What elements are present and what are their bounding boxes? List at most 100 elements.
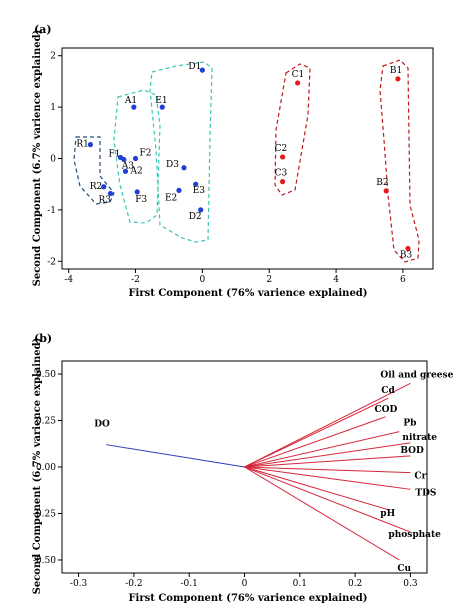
group-B-outline	[379, 59, 420, 263]
panel-b-x-tick-label: -0.3	[70, 579, 88, 589]
point-label-B3: B3	[400, 250, 413, 260]
panel-a-x-tick-label: 0	[200, 275, 206, 285]
point-label-E1: E1	[155, 96, 167, 106]
vector-label-cod: COD	[375, 405, 398, 415]
point-B1	[395, 76, 401, 82]
panel-b-y-tick-label: -0.50	[33, 556, 56, 566]
panel-b-ticks: -0.3 -0.2 -0.1 0 0.1 0.2 0.3 0.50 0.25 0.00 -0.25 -…	[33, 370, 418, 589]
vector-label-oil-and-greese: Oil and greese	[380, 370, 453, 380]
vector-oil-and-greese	[244, 382, 411, 468]
panel-b-y-tick-label: 0.25	[36, 417, 56, 427]
point-label-B1: B1	[390, 66, 402, 76]
point-label-A3: A3	[121, 162, 134, 172]
panel-a-x-tick-label: 4	[333, 275, 339, 285]
vector-label-nitrate: nitrate	[402, 433, 437, 443]
panel-a-groups	[73, 59, 420, 263]
vector-ph	[244, 466, 389, 511]
point-E3	[193, 181, 199, 187]
panel-b-x-tick-label: 0.2	[348, 579, 362, 589]
point-F3	[134, 189, 140, 195]
point-D1	[199, 67, 205, 73]
vector-phosphate	[244, 466, 411, 533]
point-B2	[383, 188, 389, 194]
panel-a-ticks: -4 -2 0 2 4 6 -2 -1 0 1 2	[47, 52, 406, 285]
point-label-F1: F1	[108, 149, 120, 159]
panel-b-y-tick-label: -0.25	[33, 509, 56, 519]
panel-b-vectors: DO Oil and greese Cd COD Pb nitrate BOD Cr TDS pH…	[94, 370, 453, 574]
point-A3	[121, 156, 127, 163]
point-label-R1: R1	[76, 140, 89, 150]
point-label-D1: D1	[188, 62, 201, 72]
point-B3	[405, 245, 411, 252]
vector-label-cd: Cd	[381, 386, 395, 396]
point-label-E3: E3	[193, 186, 206, 196]
panel-a-x-tick-label: -2	[131, 275, 140, 285]
point-label-R2: R2	[90, 182, 103, 192]
vector-cr	[244, 466, 411, 474]
point-label-D3: D3	[166, 160, 179, 170]
point-R3	[107, 190, 114, 197]
point-label-C2: C2	[275, 144, 288, 154]
vector-cod	[244, 416, 386, 468]
panel-a-x-tick-label: -4	[64, 275, 73, 285]
point-label-C1: C1	[292, 70, 305, 80]
point-D3	[181, 165, 187, 171]
panel-b-x-axis-label: First Component (76% varience explained)	[128, 593, 367, 604]
panel-a-x-tick-label: 2	[266, 275, 272, 285]
panel-b-x-tick-label: -0.1	[181, 579, 198, 589]
vector-tds	[244, 466, 411, 490]
panel-a-y-tick-label: -2	[47, 257, 56, 267]
point-R2	[101, 184, 107, 190]
panel-a-x-axis-label: First Component (76% varience explained)	[128, 288, 367, 299]
vector-label-bod: BOD	[400, 446, 424, 456]
point-R1	[87, 142, 94, 148]
point-label-E2: E2	[165, 193, 177, 203]
group-DE-outline	[149, 61, 213, 243]
panel-b-label: (b)	[34, 332, 52, 345]
point-F2	[132, 155, 139, 162]
point-A1	[131, 104, 137, 110]
vector-label-ph: pH	[380, 509, 395, 519]
point-label-R3: R3	[98, 195, 111, 205]
vector-label-do: DO	[94, 420, 110, 430]
point-C1	[295, 80, 301, 86]
point-label-A2: A2	[130, 166, 143, 176]
panel-a-label: (a)	[34, 23, 52, 36]
point-C3	[279, 179, 286, 185]
point-E2	[176, 187, 182, 193]
panel-b-x-tick-label: -0.2	[125, 579, 142, 589]
point-D2	[198, 207, 204, 213]
vector-do	[106, 444, 245, 468]
vector-label-phosphate: phosphate	[388, 530, 441, 540]
vector-pb	[244, 431, 400, 468]
panel-a-y-axis-label: Second Component (6.7% varience explaine…	[32, 30, 43, 287]
vector-label-tds: TDS	[415, 488, 436, 498]
panel-b-y-tick-label: 0.00	[36, 463, 56, 473]
point-label-D2: D2	[189, 212, 202, 222]
vector-bod	[244, 455, 411, 468]
panel-b-y-tick-label: 0.50	[36, 370, 56, 380]
group-C-outline	[274, 63, 311, 196]
point-label-F3: F3	[135, 195, 147, 205]
vector-cu	[244, 466, 400, 561]
group-R-outline	[73, 136, 115, 205]
vector-label-pb: Pb	[403, 419, 416, 429]
panel-b-y-axis-label: Second Component (6.7% varience explaine…	[32, 338, 43, 595]
point-C2	[279, 154, 286, 160]
vector-label-cr: Cr	[414, 472, 426, 482]
panel-b-x-tick-label: 0	[242, 579, 248, 589]
vector-cd	[244, 397, 389, 468]
panel-a-y-tick-label: -1	[47, 206, 56, 216]
panel-b-x-tick-label: 0.1	[293, 579, 307, 589]
point-label-A1: A1	[124, 96, 137, 106]
point-label-C3: C3	[275, 169, 288, 179]
vector-nitrate	[244, 442, 411, 468]
panel-a-x-tick-label: 6	[400, 275, 406, 285]
point-label-F2: F2	[140, 149, 152, 159]
vector-label-cu: Cu	[397, 564, 411, 574]
point-E1	[159, 104, 165, 110]
panel-b-x-tick-label: 0.3	[403, 579, 418, 589]
point-label-B2: B2	[376, 178, 388, 188]
